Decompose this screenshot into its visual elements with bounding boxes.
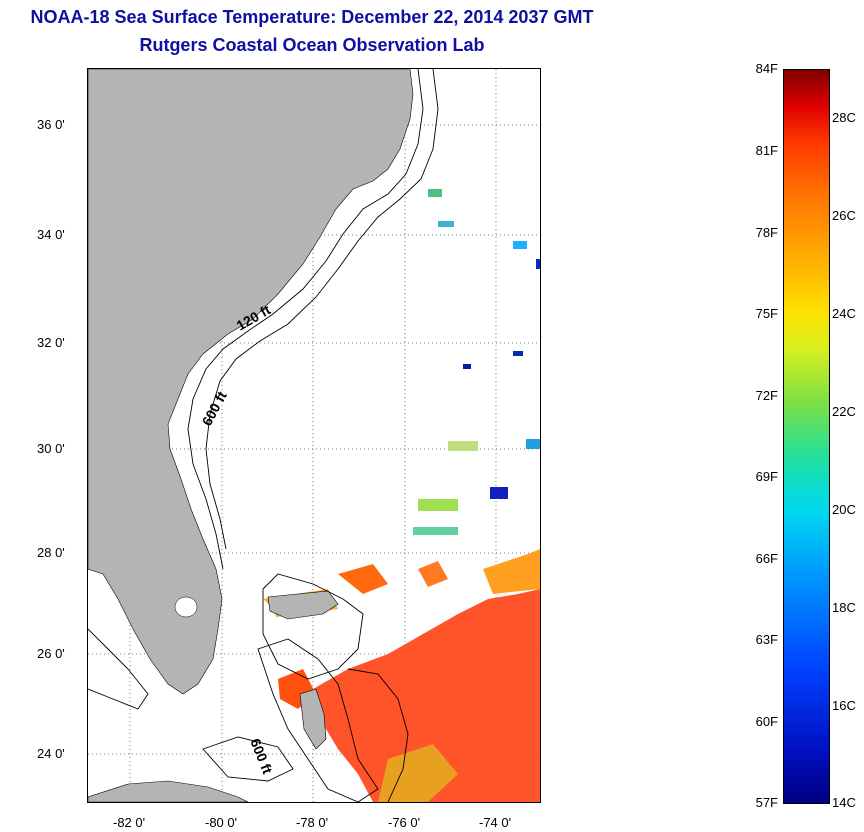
grand-bahama — [267, 590, 339, 620]
lon-label-78: -78 0' — [296, 815, 329, 830]
colorbar-label-14c: 14C — [832, 795, 856, 810]
lon-label-74: -74 0' — [479, 815, 512, 830]
sst-cool-patches — [413, 189, 540, 535]
sst-map: 120 ft 600 ft 600 ft — [87, 68, 541, 803]
depth-contours — [88, 69, 439, 802]
lon-label-76: -76 0' — [388, 815, 421, 830]
andros-island — [299, 688, 327, 750]
lat-label-24: 24 0' — [37, 746, 65, 761]
colorbar-label-78f: 78F — [755, 225, 778, 240]
colorbar-label-24c: 24C — [832, 306, 856, 321]
map-canvas: 120 ft 600 ft 600 ft — [88, 69, 540, 802]
lat-label-28: 28 0' — [37, 545, 65, 560]
contour-label-600ft-south: 600 ft — [247, 736, 276, 776]
land-mass — [88, 69, 414, 695]
contour-label-600ft-north: 600 ft — [199, 388, 230, 428]
colorbar-label-66f: 66F — [755, 551, 778, 566]
lat-label-30: 30 0' — [37, 441, 65, 456]
lat-label-26: 26 0' — [37, 646, 65, 661]
colorbar-label-22c: 22C — [832, 404, 856, 419]
colorbar-label-60f: 60F — [755, 714, 778, 729]
map-title: NOAA-18 Sea Surface Temperature: Decembe… — [30, 7, 594, 27]
colorbar-label-18c: 18C — [832, 600, 856, 615]
colorbar-label-57f: 57F — [755, 795, 778, 810]
temperature-colorbar — [783, 69, 830, 804]
colorbar-label-69f: 69F — [755, 469, 778, 484]
colorbar-label-16c: 16C — [832, 698, 856, 713]
map-subtitle: Rutgers Coastal Ocean Observation Lab — [139, 35, 485, 55]
colorbar-label-20c: 20C — [832, 502, 856, 517]
lat-label-34: 34 0' — [37, 227, 65, 242]
colorbar-label-26c: 26C — [832, 208, 856, 223]
lat-label-36: 36 0' — [37, 117, 65, 132]
cuba-edge — [88, 780, 249, 802]
colorbar-label-28c: 28C — [832, 110, 856, 125]
lat-label-32: 32 0' — [37, 335, 65, 350]
colorbar-label-63f: 63F — [755, 632, 778, 647]
sst-warm-region — [263, 549, 540, 802]
lake-okeechobee — [174, 596, 198, 618]
colorbar-label-75f: 75F — [755, 306, 778, 321]
lon-label-82: -82 0' — [113, 815, 146, 830]
colorbar-label-81f: 81F — [755, 143, 778, 158]
colorbar-label-72f: 72F — [755, 388, 778, 403]
lon-label-80: -80 0' — [205, 815, 238, 830]
colorbar-label-84f: 84F — [755, 61, 778, 76]
